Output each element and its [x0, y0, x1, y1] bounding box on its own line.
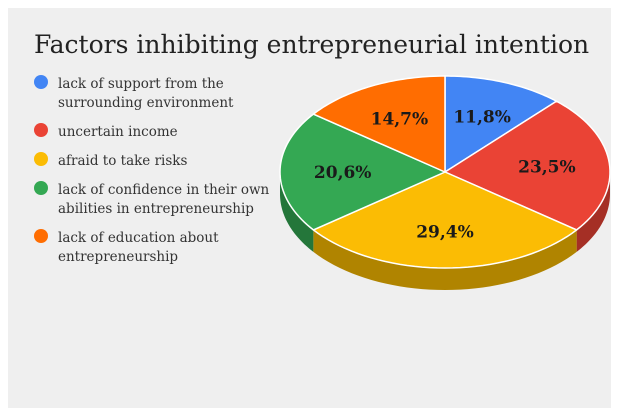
legend-item-support: lack of support from the surrounding env…	[34, 73, 274, 111]
pie-slice-0	[444, 75, 558, 173]
chart-title: Factors inhibiting entrepreneurial inten…	[34, 30, 590, 59]
slice-label-4: 14,7%	[371, 110, 429, 130]
legend-item-confidence: lack of confidence in their own abilitie…	[34, 179, 274, 217]
legend: lack of support from the surrounding env…	[34, 73, 274, 275]
pie-slices	[279, 75, 611, 269]
slice-label-2: 29,4%	[416, 223, 474, 243]
chart-card: Factors inhibiting entrepreneurial inten…	[8, 8, 611, 408]
slice-label-3: 20,6%	[314, 163, 372, 183]
legend-dot-education	[34, 229, 48, 243]
legend-dot-confidence	[34, 181, 48, 195]
legend-item-education: lack of education about entrepreneurship	[34, 227, 274, 265]
legend-dot-support	[34, 75, 48, 89]
pie-sides	[280, 172, 610, 290]
pie-side-3	[280, 172, 314, 252]
slice-label-1: 23,5%	[518, 158, 576, 178]
legend-label-confidence: lack of confidence in their own abilitie…	[58, 182, 270, 217]
pie-chart: 11,8% 23,5% 29,4% 20,6% 14,7%	[279, 75, 611, 290]
legend-label-education: lack of education about entrepreneurship	[58, 230, 219, 265]
legend-dot-income	[34, 123, 48, 137]
pie-slice-4	[312, 75, 446, 173]
legend-item-income: uncertain income	[34, 121, 274, 140]
legend-label-risks: afraid to take risks	[58, 153, 188, 169]
pie-slice-1	[444, 100, 611, 231]
legend-dot-risks	[34, 152, 48, 166]
pie-labels: 11,8% 23,5% 29,4% 20,6% 14,7%	[314, 108, 576, 243]
pie-side-2	[313, 229, 577, 290]
slice-label-0: 11,8%	[453, 108, 511, 128]
pie-side-1	[576, 172, 610, 252]
legend-item-risks: afraid to take risks	[34, 150, 274, 169]
pie-slice-2	[312, 171, 578, 269]
legend-label-income: uncertain income	[58, 124, 178, 140]
pie-slice-3	[279, 113, 446, 231]
legend-label-support: lack of support from the surrounding env…	[58, 76, 234, 111]
